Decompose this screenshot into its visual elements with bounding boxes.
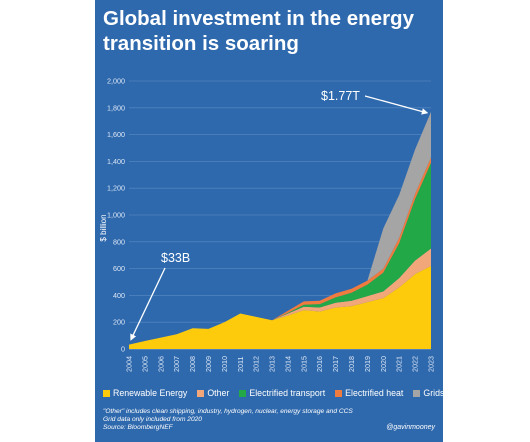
x-tick-label: 2016: [315, 356, 324, 372]
x-tick-label: 2006: [156, 356, 165, 372]
legend-label: Other: [207, 388, 230, 398]
legend-swatch: [197, 389, 205, 397]
annotation-label-start: $33B: [161, 251, 190, 265]
chart-panel: Global investment in the energy transiti…: [95, 0, 444, 442]
area-chart: 0 200 400 600 800 1,000 1,200 1,400 1,600 1,800 2,…: [99, 77, 436, 373]
x-tick-label: 2019: [363, 356, 372, 372]
note-source: Source: BloombergNEF: [103, 424, 173, 431]
x-tick-label: 2010: [220, 356, 229, 372]
x-tick-label: 2021: [395, 356, 404, 372]
x-tick-label: 2022: [411, 356, 420, 372]
x-tick-label: 2014: [283, 356, 292, 372]
x-tick-label: 2020: [379, 356, 388, 372]
legend-label: Grids: [423, 388, 445, 398]
legend-swatch: [413, 389, 421, 397]
legend-item: Other: [197, 388, 229, 398]
area-renewable-energy: [129, 265, 431, 349]
y-tick-label: 1,000: [107, 211, 125, 220]
legend: Renewable Energy Other Electrified transpo…: [103, 388, 444, 398]
y-tick-label: 1,800: [107, 103, 125, 112]
x-tick-label: 2005: [140, 356, 149, 372]
y-tick-label: 1,600: [107, 130, 125, 139]
legend-swatch: [103, 389, 110, 397]
y-tick-label: 2,000: [107, 77, 125, 86]
note-grid: Grid data only included from 2020: [103, 416, 202, 423]
chart-notes: "Other" includes clean shipping, industr…: [103, 408, 353, 432]
y-tick-label: 0: [121, 345, 125, 354]
x-tick-label: 2018: [347, 356, 356, 372]
area-other: [129, 248, 431, 345]
x-tick-label: 2023: [427, 356, 436, 372]
chart-title: Global investment in the energy transiti…: [103, 7, 414, 55]
note-other: "Other" includes clean shipping, industr…: [103, 408, 353, 415]
annotation-label-end: $1.77T: [321, 89, 360, 103]
x-tick-label: 2011: [236, 357, 245, 372]
x-tick-label: 2012: [252, 356, 261, 372]
legend-item: Electrified heat: [335, 388, 403, 398]
legend-label: Electrified heat: [345, 388, 404, 398]
legend-item: Grids: [413, 388, 444, 398]
y-tick-label: 800: [113, 237, 125, 246]
legend-swatch: [239, 389, 247, 397]
x-tick-label: 2007: [172, 356, 181, 372]
legend-label: Renewable Energy: [113, 388, 188, 398]
x-tick-label: 2004: [125, 356, 134, 372]
legend-item: Renewable Energy: [103, 388, 187, 398]
legend-label: Electrified transport: [249, 388, 326, 398]
y-tick-label: 200: [113, 318, 125, 327]
legend-swatch: [335, 389, 343, 397]
y-tick-label: 1,400: [107, 157, 125, 166]
legend-item: Electrified transport: [239, 388, 325, 398]
annotation-layer: $33B $1.77T: [130, 89, 429, 341]
y-tick-label: 400: [113, 291, 125, 300]
annotation-arrow-end: [364, 95, 429, 115]
y-tick-label: 1,200: [107, 184, 125, 193]
y-tick-label: 600: [113, 264, 125, 273]
author-handle: @gavinmooney: [386, 424, 435, 431]
annotation-arrow-start: [130, 267, 166, 341]
x-tick-label: 2015: [299, 356, 308, 372]
x-tick-label: 2017: [331, 356, 340, 372]
x-tick-label: 2013: [268, 356, 277, 372]
x-tick-label: 2008: [188, 356, 197, 372]
area-layer: [129, 111, 431, 349]
area-electrified-transport: [129, 162, 431, 345]
x-tick-label: 2009: [204, 356, 213, 372]
y-axis-label: $ billion: [99, 214, 108, 241]
